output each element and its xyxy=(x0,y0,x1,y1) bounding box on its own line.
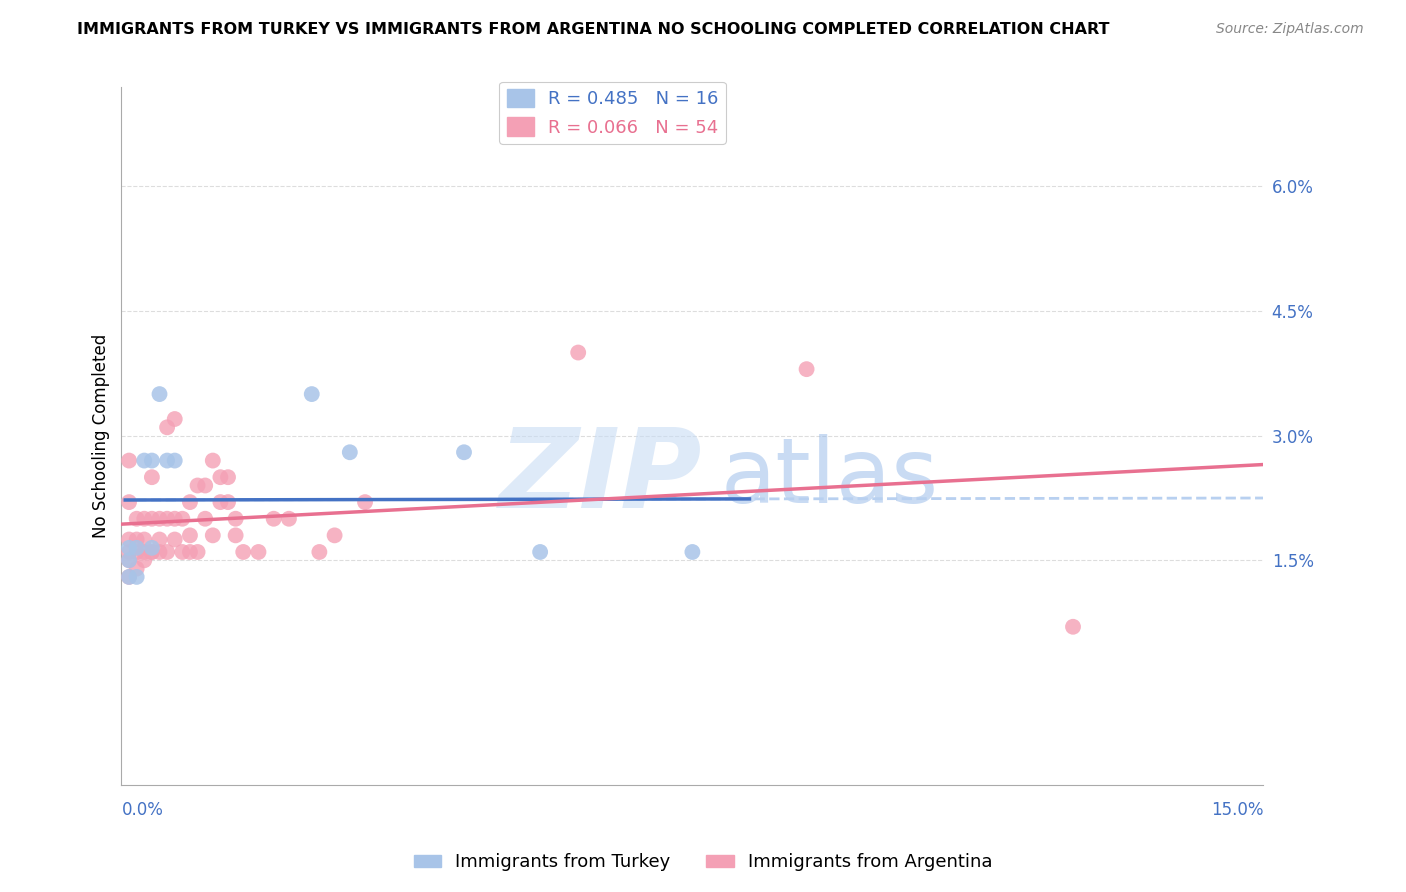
Point xyxy=(187,545,209,559)
Point xyxy=(529,545,551,559)
Point xyxy=(134,533,156,547)
Text: 15.0%: 15.0% xyxy=(1211,801,1264,819)
Point xyxy=(141,545,163,559)
Point xyxy=(194,512,217,526)
Point xyxy=(148,512,170,526)
Text: Source: ZipAtlas.com: Source: ZipAtlas.com xyxy=(1216,22,1364,37)
Point xyxy=(134,545,156,559)
Point xyxy=(118,553,141,567)
Point xyxy=(148,545,170,559)
Point xyxy=(118,541,141,555)
Point xyxy=(141,470,163,484)
Point xyxy=(125,533,148,547)
Point xyxy=(179,545,201,559)
Point xyxy=(567,345,589,359)
Text: 0.0%: 0.0% xyxy=(121,801,163,819)
Point xyxy=(118,545,141,559)
Point xyxy=(118,453,141,467)
Point xyxy=(681,545,703,559)
Point xyxy=(163,453,186,467)
Point xyxy=(118,533,141,547)
Point xyxy=(134,553,156,567)
Point xyxy=(141,453,163,467)
Y-axis label: No Schooling Completed: No Schooling Completed xyxy=(93,334,110,538)
Point xyxy=(163,412,186,426)
Point xyxy=(187,478,209,492)
Text: IMMIGRANTS FROM TURKEY VS IMMIGRANTS FROM ARGENTINA NO SCHOOLING COMPLETED CORRE: IMMIGRANTS FROM TURKEY VS IMMIGRANTS FRO… xyxy=(77,22,1109,37)
Point xyxy=(323,528,346,542)
Point xyxy=(339,445,361,459)
Point xyxy=(209,495,232,509)
Point xyxy=(125,561,148,575)
Point xyxy=(232,545,254,559)
Point xyxy=(125,545,148,559)
Point xyxy=(141,512,163,526)
Legend: Immigrants from Turkey, Immigrants from Argentina: Immigrants from Turkey, Immigrants from … xyxy=(406,847,1000,879)
Point xyxy=(201,528,224,542)
Point xyxy=(134,453,156,467)
Point xyxy=(217,495,239,509)
Point xyxy=(179,528,201,542)
Point xyxy=(354,495,377,509)
Point xyxy=(796,362,818,376)
Point xyxy=(134,512,156,526)
Point xyxy=(163,512,186,526)
Point xyxy=(225,512,247,526)
Point xyxy=(217,470,239,484)
Point xyxy=(172,545,194,559)
Point xyxy=(263,512,285,526)
Legend: R = 0.485   N = 16, R = 0.066   N = 54: R = 0.485 N = 16, R = 0.066 N = 54 xyxy=(499,82,725,144)
Point xyxy=(209,470,232,484)
Point xyxy=(141,541,163,555)
Point xyxy=(118,570,141,584)
Text: ZIP: ZIP xyxy=(499,424,703,531)
Point xyxy=(125,570,148,584)
Point xyxy=(125,512,148,526)
Point xyxy=(201,453,224,467)
Point xyxy=(301,387,323,401)
Point xyxy=(308,545,330,559)
Point xyxy=(453,445,475,459)
Point xyxy=(118,495,141,509)
Text: atlas: atlas xyxy=(720,434,938,522)
Point xyxy=(194,478,217,492)
Point xyxy=(156,453,179,467)
Point xyxy=(148,533,170,547)
Point xyxy=(163,533,186,547)
Point xyxy=(172,512,194,526)
Point xyxy=(156,512,179,526)
Point xyxy=(118,570,141,584)
Point xyxy=(225,528,247,542)
Point xyxy=(141,545,163,559)
Point xyxy=(277,512,299,526)
Point xyxy=(156,420,179,434)
Point xyxy=(156,545,179,559)
Point xyxy=(1062,620,1084,634)
Point xyxy=(247,545,270,559)
Point xyxy=(125,541,148,555)
Point xyxy=(118,553,141,567)
Point xyxy=(179,495,201,509)
Point xyxy=(148,387,170,401)
